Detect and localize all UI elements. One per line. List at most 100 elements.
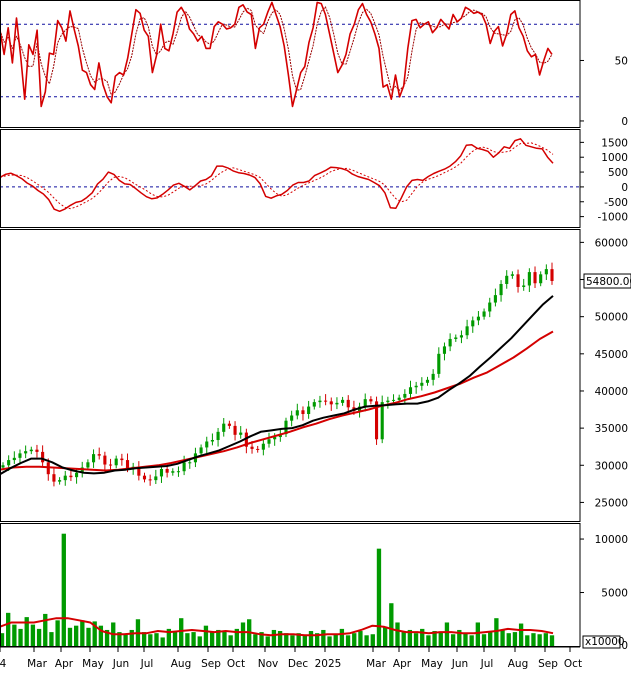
volume-bar: [209, 632, 215, 646]
volume-tick-label: 10000: [595, 534, 628, 546]
macd-tick-label: -1000: [597, 212, 628, 224]
volume-bar: [216, 629, 221, 646]
volume-bar: [420, 628, 425, 646]
volume-bar: [253, 634, 258, 646]
candle-body: [29, 449, 33, 452]
candle-body: [278, 434, 282, 438]
volume-bar: [345, 635, 351, 646]
volume-bar: [395, 622, 400, 646]
candle-body: [341, 399, 345, 403]
candle-body: [374, 401, 379, 440]
x-axis-tick-label: May: [421, 658, 443, 670]
x-axis-tick-label: Apr: [393, 658, 412, 670]
moving-average-short-line: [0, 295, 554, 476]
volume-bar: [104, 629, 110, 646]
volume-bar: [80, 620, 85, 646]
volume-bar: [197, 636, 202, 646]
candle-body: [335, 402, 339, 405]
candle-body: [41, 451, 45, 463]
candle-body: [476, 316, 480, 321]
candle-body: [7, 460, 11, 466]
x-axis-tick-label: Aug: [171, 658, 192, 670]
volume-bar: [123, 634, 128, 646]
candle-body: [414, 385, 418, 388]
volume-bar: [36, 628, 42, 646]
volume-bar: [413, 633, 419, 646]
oscillator-panel-frame: [0, 0, 581, 128]
volume-bar: [265, 636, 270, 646]
candle-body: [250, 446, 254, 449]
volume-bar: [259, 632, 264, 646]
candle-body: [380, 402, 384, 440]
candle-body: [97, 454, 101, 456]
volume-bar: [370, 634, 375, 646]
candle-body: [239, 432, 243, 435]
volume-bar: [463, 633, 468, 646]
candle-body: [459, 335, 463, 338]
volume-bar: [117, 632, 122, 646]
candle-body: [533, 272, 537, 284]
candle-body: [510, 274, 514, 276]
price-tick-label: 40000: [595, 386, 628, 398]
candle-body: [437, 353, 441, 374]
volume-bar: [450, 634, 456, 646]
volume-bar: [49, 632, 54, 646]
volume-bar: [302, 635, 307, 646]
x-axis-tick-label: Aug: [508, 658, 529, 670]
x-axis-tick-label: Mar: [27, 658, 47, 670]
candle-body: [256, 448, 260, 450]
x-axis-tick-label: Jul: [140, 658, 154, 670]
candle-body: [301, 410, 305, 415]
candle-body: [284, 420, 288, 435]
candle-body: [199, 447, 203, 454]
candle-body: [75, 472, 79, 478]
volume-bar: [290, 635, 295, 646]
candle-body: [454, 337, 458, 339]
candle-body: [488, 302, 492, 312]
candle-body: [216, 431, 220, 441]
volume-bar: [475, 622, 481, 646]
candle-body: [290, 415, 294, 421]
volume-bar: [154, 633, 159, 646]
candle-body: [465, 326, 469, 336]
candle-body: [176, 471, 181, 473]
volume-bar: [494, 618, 499, 646]
x-axis-tick-label: Sep: [201, 658, 221, 670]
candle-body: [369, 399, 373, 402]
volume-bar: [407, 629, 413, 646]
volume-bar: [86, 627, 91, 646]
candle-body: [63, 475, 67, 481]
oscillator-tick-label: 0: [621, 116, 628, 128]
volume-bar: [166, 628, 172, 646]
volume-tick-label: 5000: [601, 588, 628, 600]
volume-bar: [531, 633, 536, 646]
volume-bar: [240, 622, 246, 646]
x-axis-tick-label: Jun: [112, 658, 129, 670]
volume-bar: [549, 635, 555, 646]
macd-tick-label: -500: [604, 197, 628, 209]
volume-bar: [339, 628, 345, 646]
volume-bar: [129, 629, 134, 646]
price-tick-label: 30000: [595, 460, 628, 472]
macd-line: [0, 138, 554, 213]
volume-bar: [6, 612, 11, 646]
volume-bar: [228, 635, 233, 646]
price-tick-label: 60000: [595, 237, 628, 249]
candle-body: [210, 440, 214, 442]
oscillator-line: [0, 1, 553, 108]
candle-body: [442, 346, 447, 354]
candle-body: [182, 462, 186, 472]
volume-bar: [518, 623, 524, 646]
volume-bar: [148, 634, 153, 646]
candle-body: [391, 399, 396, 401]
volume-bar: [500, 629, 505, 646]
candle-body: [233, 425, 237, 435]
macd-tick-label: 500: [608, 167, 628, 179]
candle-body: [408, 387, 413, 394]
x-axis-tick-label: Nov: [258, 658, 279, 670]
macd-tick-label: 1500: [601, 137, 628, 149]
macd-panel-frame: [0, 129, 581, 228]
candle-body: [24, 451, 28, 454]
volume-bar: [315, 633, 320, 646]
